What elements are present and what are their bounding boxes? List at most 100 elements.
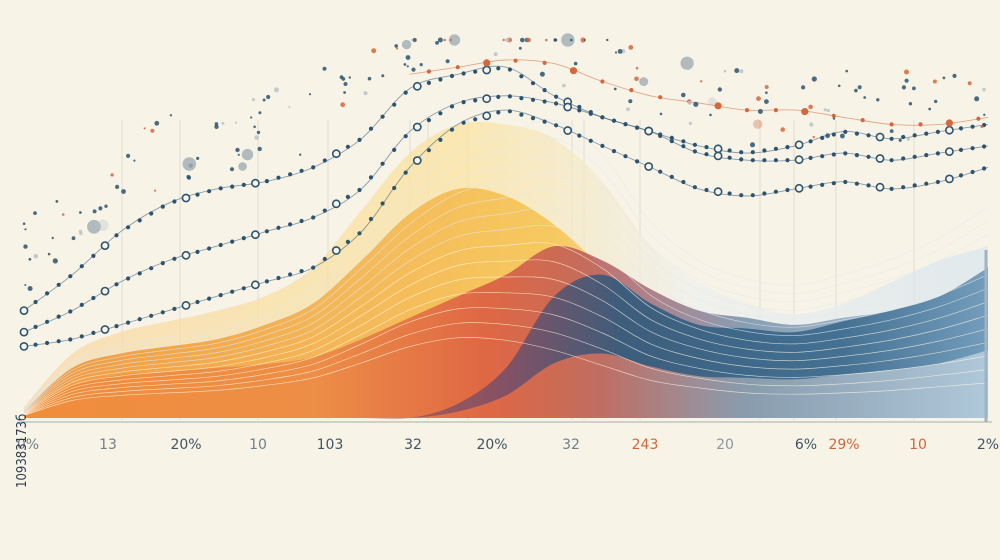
data-point [958,173,964,178]
data-point [681,179,686,185]
data-point [403,170,408,175]
data-point [530,116,536,121]
data-point [357,231,362,236]
scatter-dot [363,91,368,96]
data-point [482,111,492,121]
x-tick-label: 20% [476,437,507,453]
scatter-dot [234,121,237,124]
scatter-dot [562,83,566,88]
data-point [449,104,455,109]
scatter-dot [809,122,814,127]
wave-strand [23,242,989,414]
data-point [611,149,617,154]
data-point [345,194,350,199]
data-point [820,135,825,140]
scatter-dot [406,65,409,68]
data-point [773,189,779,194]
data-point [311,215,316,220]
scatter-dot [904,78,909,83]
scatter-dot [55,200,59,203]
data-point [519,96,524,101]
data-point [438,77,443,82]
scatter-dot [811,76,817,82]
data-point [901,185,906,190]
data-point [831,181,836,186]
scatter-dot [449,38,453,42]
data-point [264,229,269,234]
scatter-dot [580,37,586,43]
scatter-dot [617,49,623,54]
data-point [461,71,466,76]
data-point [924,131,929,136]
data-point [241,236,246,241]
scatter-dot [823,108,827,112]
data-point [773,146,779,151]
scatter-dot [253,125,256,129]
scatter-dot [502,38,505,42]
scatter-dot [98,206,103,211]
data-point [473,98,478,103]
data-point [713,151,723,161]
data-point [924,181,929,186]
scatter-dot [258,111,262,115]
scatter-dot [709,113,712,117]
data-point [542,88,547,93]
data-point [713,187,723,197]
data-point [195,249,200,254]
data-point [727,191,732,196]
data-point [912,133,917,138]
data-point [600,143,605,148]
data-point [241,182,246,187]
scatter-dot [443,38,447,42]
data-point [507,67,512,72]
data-point [739,193,744,198]
data-point [623,154,628,159]
data-point [172,256,177,261]
scatter-dot [97,219,109,231]
scatter-dot [808,104,813,110]
scatter-dot [126,153,131,158]
data-point [218,293,223,298]
data-point [958,126,964,131]
data-point [831,113,836,118]
data-point [644,162,654,171]
data-point [739,150,744,155]
data-point [331,149,341,159]
data-point [704,152,709,157]
scatter-dot [493,52,498,57]
scatter-dot [573,61,578,66]
data-point [322,158,327,163]
scatter-dot [254,135,259,140]
data-point [345,239,350,244]
data-point [542,119,547,124]
scatter-dot [982,87,986,92]
scatter-dot [394,44,399,48]
data-point [588,111,593,116]
wave-strand [23,172,989,412]
scatter-dot [693,101,699,107]
data-point [322,256,327,262]
scatter-dot [257,146,262,152]
data-point [554,123,559,128]
scatter-dot [24,284,27,286]
scatter-dot [448,34,461,46]
data-point [866,154,871,159]
data-point [945,174,954,184]
data-point [750,158,755,163]
data-point [449,73,455,79]
data-point [658,95,663,100]
scatter-dot [967,81,972,86]
data-point [808,139,813,144]
data-point [773,158,779,163]
data-point [218,186,223,191]
data-point [149,211,154,216]
dot-line-path [23,65,989,311]
data-point [126,276,131,281]
data-point [380,161,385,166]
data-point [426,80,431,85]
scatter-dot [235,147,240,153]
scatter-dot [832,117,836,120]
data-point [727,148,732,153]
data-point [744,108,750,113]
data-point [808,155,813,160]
